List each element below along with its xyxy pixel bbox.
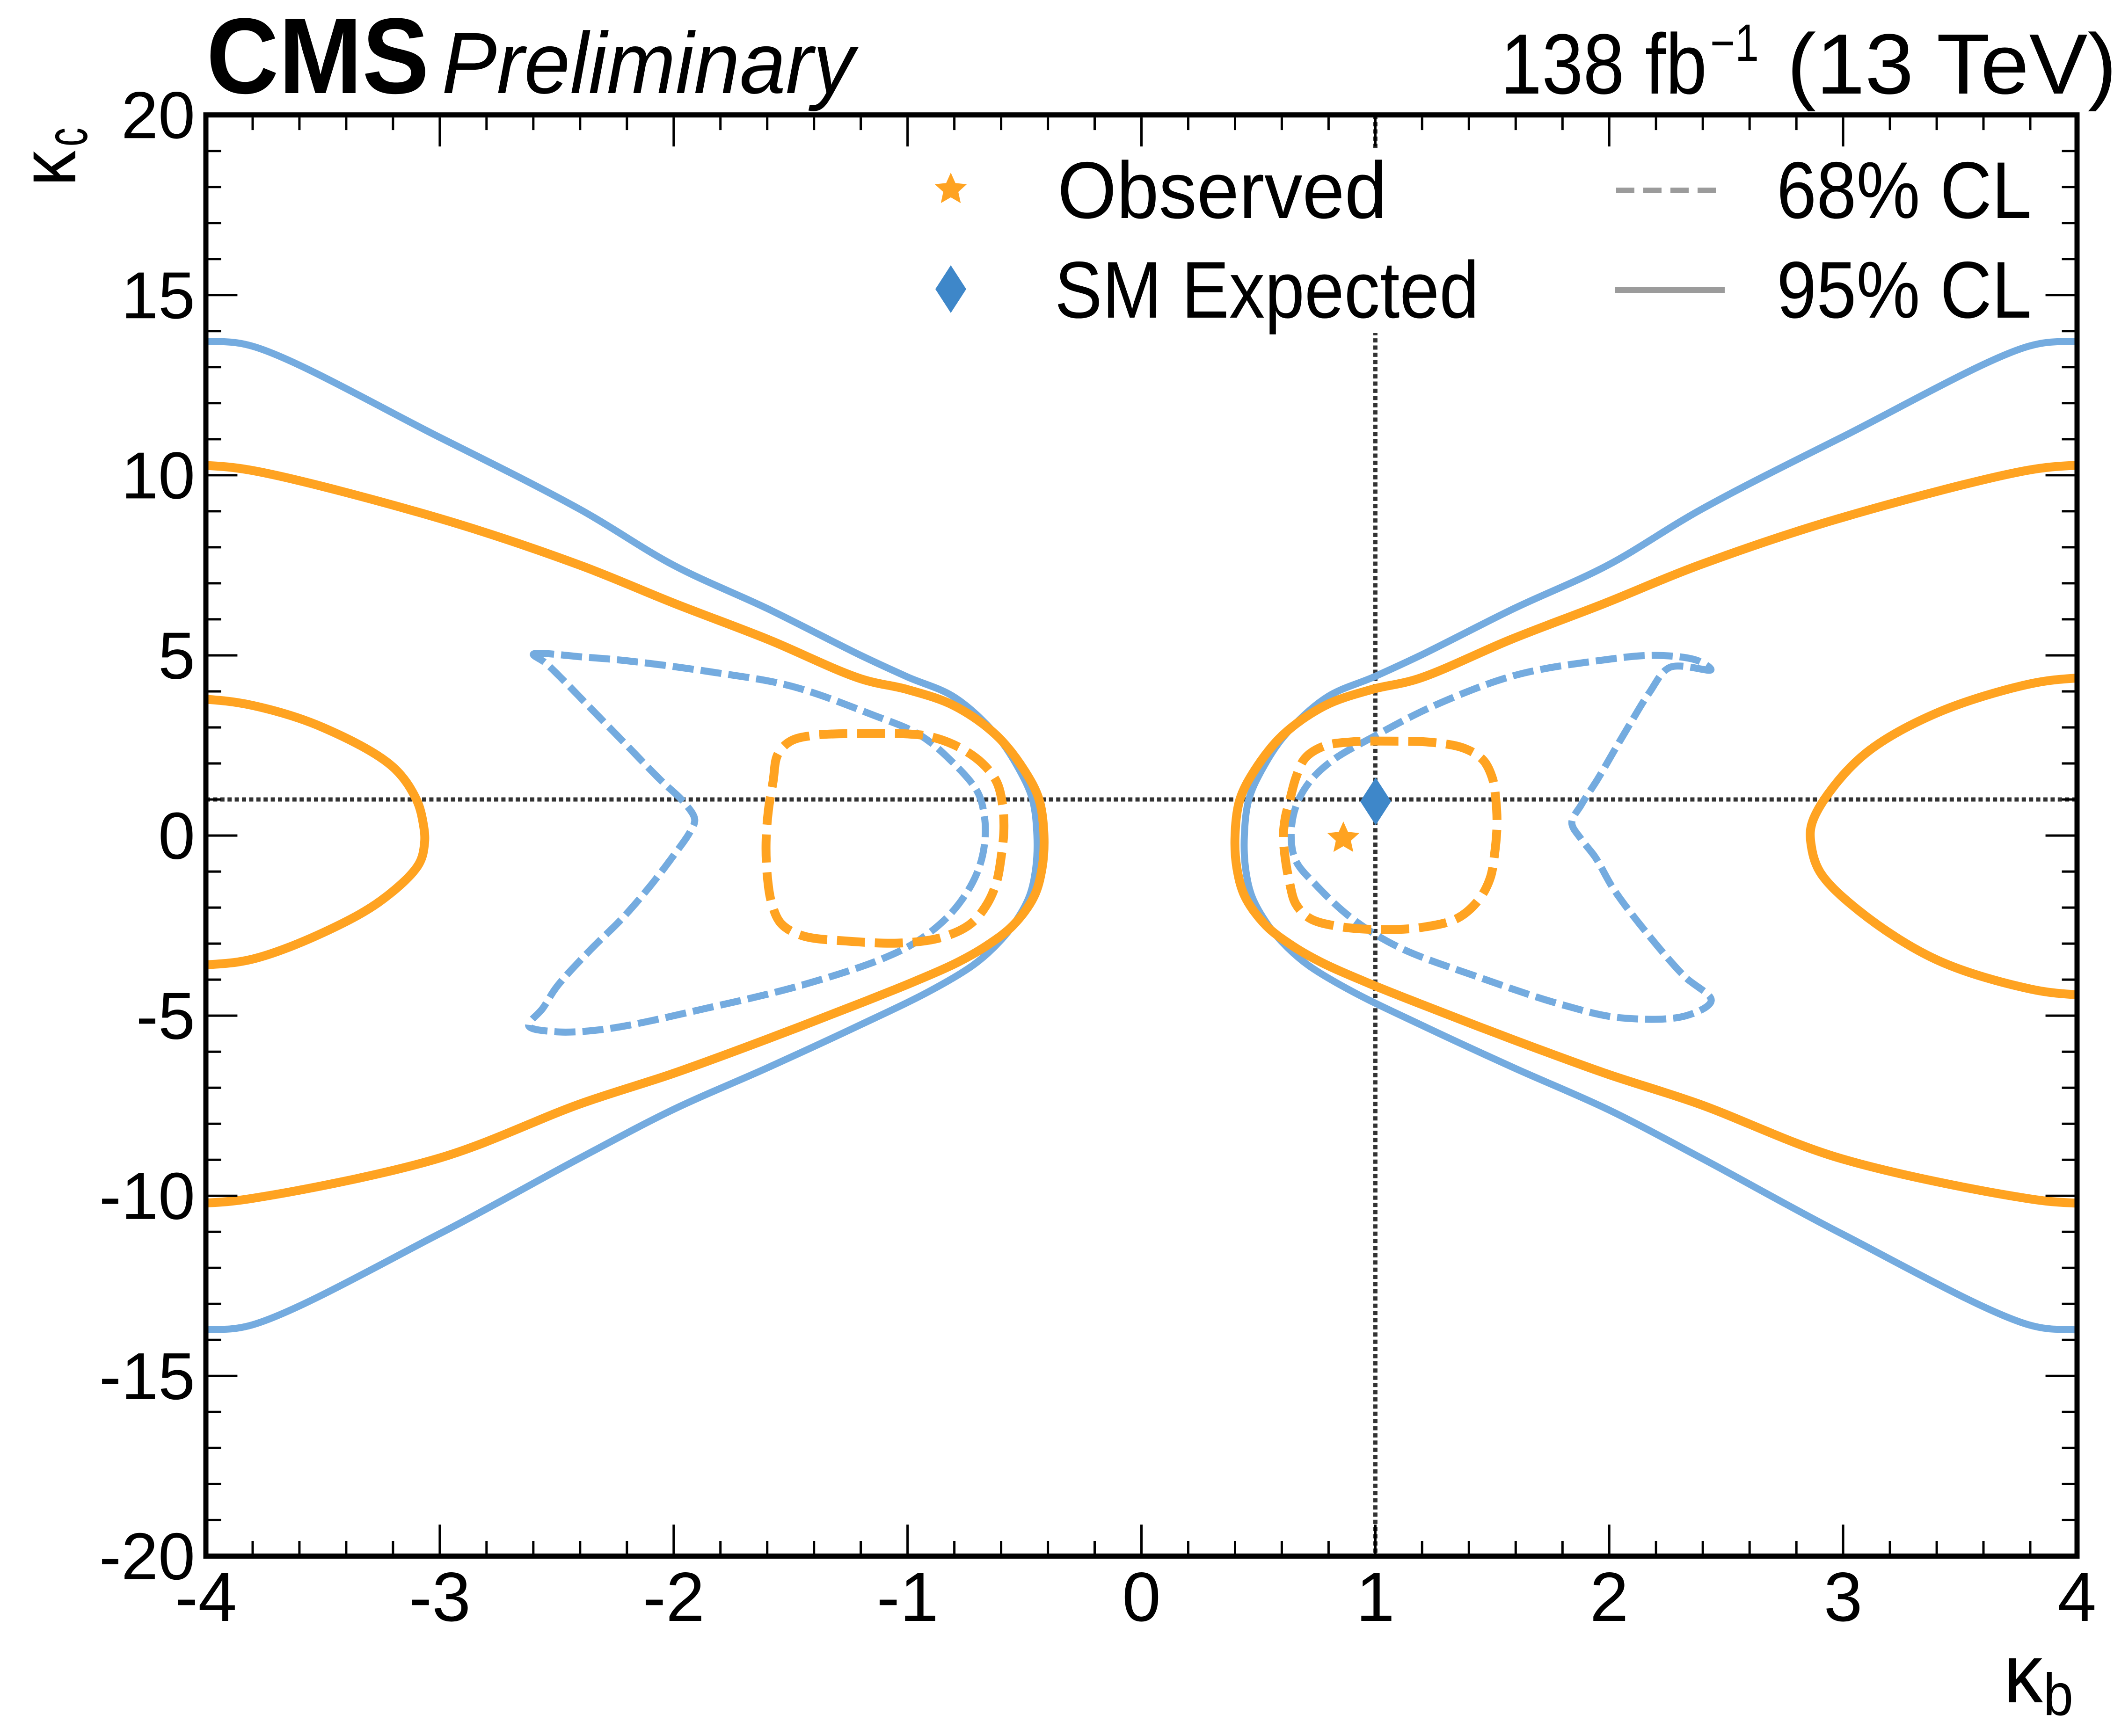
svg-text:b: b	[2043, 1661, 2073, 1728]
svg-text:15: 15	[121, 258, 195, 333]
svg-text:95% CL: 95% CL	[1777, 245, 2032, 335]
svg-text:Observed: Observed	[1057, 145, 1387, 235]
svg-text:−1: −1	[1710, 14, 1759, 72]
svg-text:2: 2	[1590, 1558, 1629, 1636]
svg-text:20: 20	[121, 78, 195, 153]
svg-text:5: 5	[158, 619, 195, 693]
svg-text:CMS: CMS	[206, 0, 429, 116]
svg-text:1: 1	[1356, 1558, 1395, 1636]
svg-text:0: 0	[1122, 1558, 1161, 1636]
svg-text:10: 10	[121, 438, 195, 513]
svg-text:-10: -10	[99, 1159, 195, 1234]
svg-text:68% CL: 68% CL	[1777, 145, 2032, 235]
svg-text:-5: -5	[136, 979, 195, 1053]
svg-text:-4: -4	[175, 1558, 237, 1636]
svg-text:-1: -1	[876, 1558, 939, 1636]
svg-text:0: 0	[158, 799, 195, 873]
svg-text:κ: κ	[2004, 1627, 2043, 1720]
svg-text:κ: κ	[4, 151, 92, 186]
svg-text:c: c	[34, 128, 100, 146]
svg-text:-3: -3	[409, 1558, 471, 1636]
svg-text:-20: -20	[99, 1519, 195, 1594]
svg-text:Preliminary: Preliminary	[442, 15, 859, 112]
svg-text:138 fb: 138 fb	[1501, 16, 1707, 112]
svg-text:-2: -2	[643, 1558, 705, 1636]
svg-text:4: 4	[2058, 1558, 2097, 1636]
svg-text:3: 3	[1824, 1558, 1863, 1636]
svg-text:(13 TeV): (13 TeV)	[1787, 16, 2114, 112]
svg-text:SM Expected: SM Expected	[1055, 245, 1479, 335]
svg-text:-15: -15	[99, 1339, 195, 1414]
